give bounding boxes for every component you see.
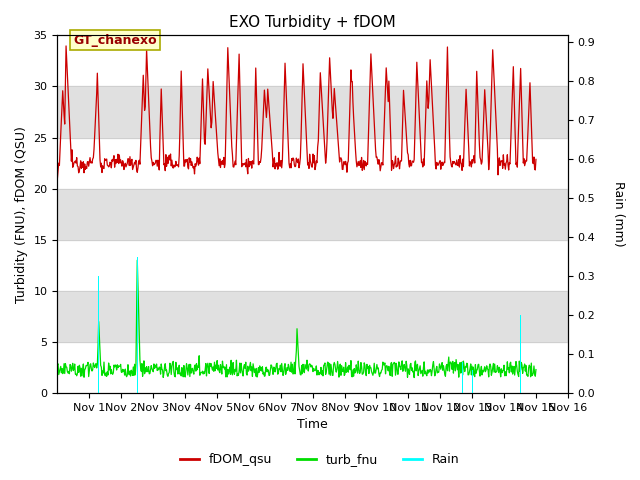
Bar	[58, 86, 568, 138]
Bar	[58, 291, 568, 342]
Y-axis label: Rain (mm): Rain (mm)	[612, 181, 625, 247]
X-axis label: Time: Time	[297, 419, 328, 432]
Text: GT_chanexo: GT_chanexo	[74, 34, 157, 47]
Bar	[58, 189, 568, 240]
Title: EXO Turbidity + fDOM: EXO Turbidity + fDOM	[229, 15, 396, 30]
Legend: fDOM_qsu, turb_fnu, Rain: fDOM_qsu, turb_fnu, Rain	[175, 448, 465, 471]
Y-axis label: Turbidity (FNU), fDOM (QSU): Turbidity (FNU), fDOM (QSU)	[15, 126, 28, 303]
